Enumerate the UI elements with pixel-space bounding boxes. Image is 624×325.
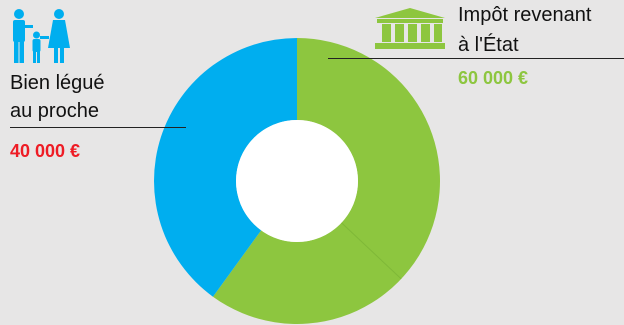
donut-slice-divider xyxy=(341,222,402,280)
relative-label-line1: Bien légué xyxy=(10,72,105,94)
state-leader-line xyxy=(328,58,624,59)
state-label-line1: Impôt revenant xyxy=(458,4,592,26)
relative-value: 40 000 € xyxy=(10,141,81,161)
state-label-line2: à l'État xyxy=(458,34,519,56)
relative-leader-line xyxy=(10,127,186,128)
relative-label-line2: au proche xyxy=(10,100,99,122)
donut-hole xyxy=(236,120,358,242)
government-building-icon xyxy=(375,8,445,49)
family-icon xyxy=(13,9,70,63)
donut-slice-relative xyxy=(154,37,297,297)
donut-slice-state xyxy=(212,38,441,325)
state-value: 60 000 € xyxy=(458,68,529,88)
